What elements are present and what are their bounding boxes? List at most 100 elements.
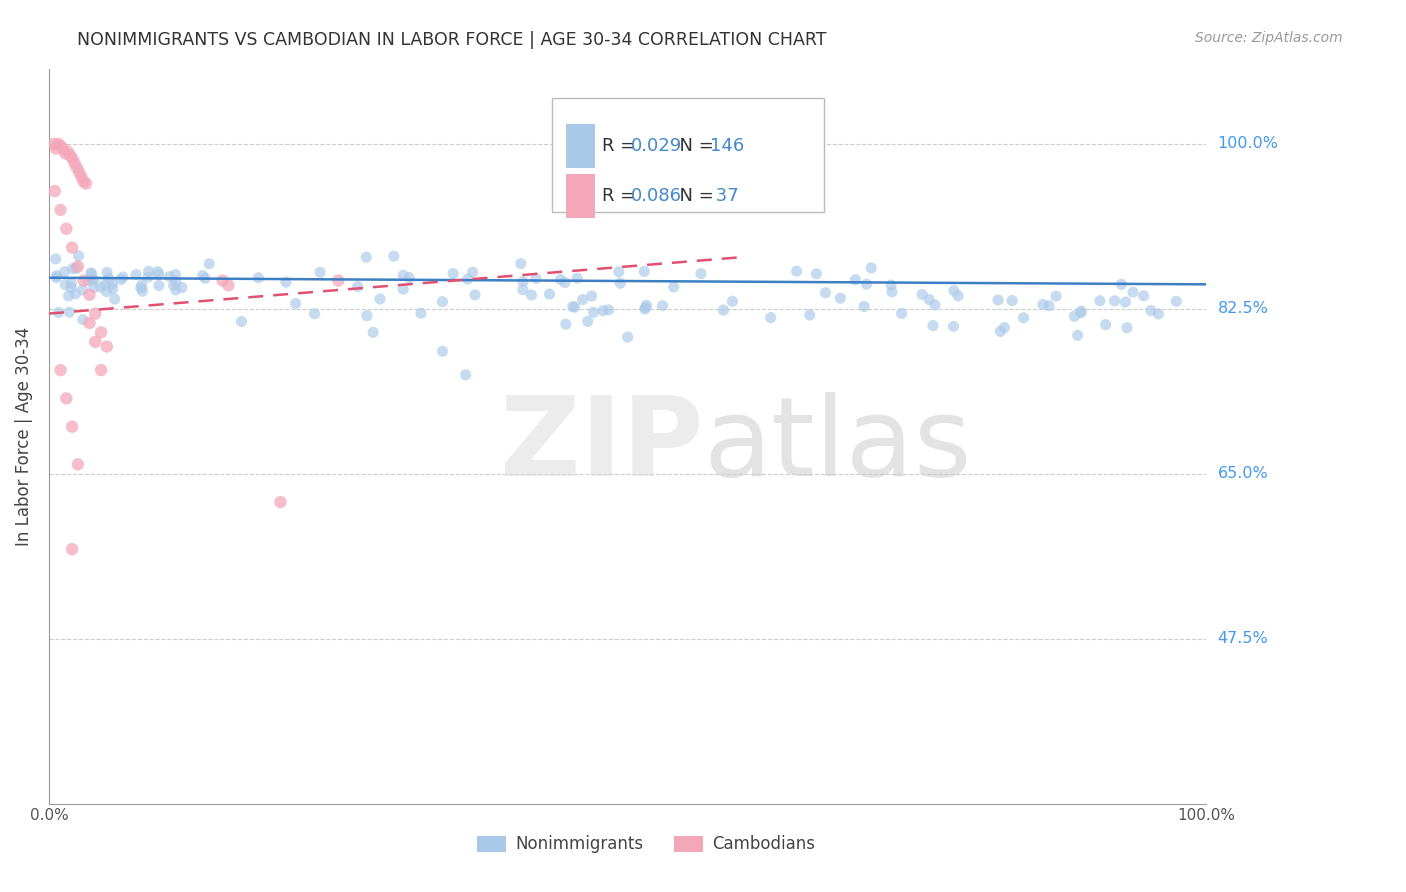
Point <box>616 330 638 344</box>
Point <box>880 278 903 293</box>
Point <box>464 288 486 302</box>
Point <box>432 294 454 309</box>
Point <box>66 161 89 175</box>
Point <box>1088 293 1111 308</box>
Point <box>554 276 576 290</box>
Point <box>170 280 193 294</box>
Point <box>65 261 87 276</box>
Point <box>131 284 153 298</box>
Text: 82.5%: 82.5% <box>1218 301 1268 317</box>
Point <box>392 268 415 283</box>
Point <box>713 303 735 318</box>
Point <box>759 310 782 325</box>
Point <box>346 279 368 293</box>
Point <box>131 278 153 293</box>
Point <box>79 287 101 301</box>
Point <box>690 267 713 281</box>
Text: N =: N = <box>668 187 720 205</box>
Text: R =: R = <box>602 136 641 155</box>
Point <box>42 136 65 151</box>
Point <box>1045 289 1067 303</box>
Point <box>159 269 181 284</box>
Point <box>634 301 657 316</box>
Point <box>786 264 808 278</box>
Point <box>138 264 160 278</box>
Point <box>67 165 90 179</box>
Point <box>799 308 821 322</box>
Text: Cambodians: Cambodians <box>713 835 815 853</box>
Point <box>860 260 883 275</box>
Point <box>1109 277 1132 292</box>
Point <box>247 270 270 285</box>
Point <box>94 277 117 292</box>
Point <box>988 324 1011 338</box>
Point <box>90 326 112 340</box>
Point <box>83 280 105 294</box>
Point <box>96 285 118 299</box>
Point <box>855 277 877 292</box>
Point <box>911 287 934 301</box>
Text: NONIMMIGRANTS VS CAMBODIAN IN LABOR FORCE | AGE 30-34 CORRELATION CHART: NONIMMIGRANTS VS CAMBODIAN IN LABOR FORC… <box>77 31 827 49</box>
Text: 0.029: 0.029 <box>631 136 682 155</box>
Point <box>328 274 350 288</box>
Point <box>101 282 124 296</box>
Point <box>162 278 184 293</box>
Point <box>853 300 876 314</box>
Point <box>211 274 233 288</box>
Point <box>52 142 75 156</box>
Point <box>1070 304 1092 318</box>
Point <box>567 271 589 285</box>
Point <box>524 271 547 285</box>
Point <box>111 270 134 285</box>
Point <box>58 289 80 303</box>
Point <box>461 265 484 279</box>
Point <box>993 320 1015 334</box>
Point <box>890 306 912 320</box>
Point <box>1166 294 1188 309</box>
Point <box>432 344 454 359</box>
Point <box>58 305 80 319</box>
Point <box>1063 310 1085 324</box>
Point <box>942 319 965 334</box>
Point <box>1032 297 1054 311</box>
Point <box>269 495 291 509</box>
Point <box>571 293 593 307</box>
Point <box>1070 306 1092 320</box>
Point <box>592 303 614 318</box>
Point <box>564 300 586 314</box>
Point <box>60 241 83 255</box>
Point <box>924 298 946 312</box>
Point <box>598 302 620 317</box>
Point <box>538 287 561 301</box>
Y-axis label: In Labor Force | Age 30-34: In Labor Force | Age 30-34 <box>15 326 32 546</box>
Point <box>136 270 159 285</box>
Point <box>59 148 82 162</box>
Point <box>101 277 124 291</box>
Point <box>356 309 378 323</box>
Point <box>77 273 100 287</box>
Point <box>284 296 307 310</box>
Point <box>1132 289 1154 303</box>
Point <box>80 266 103 280</box>
Point <box>67 249 90 263</box>
Point <box>942 284 965 298</box>
Point <box>55 221 77 235</box>
Point <box>62 261 84 276</box>
Point <box>392 282 415 296</box>
Point <box>382 249 405 263</box>
Point <box>53 265 76 279</box>
Point <box>96 339 118 353</box>
Point <box>918 293 941 307</box>
Point <box>96 265 118 279</box>
Point <box>1001 293 1024 308</box>
Point <box>60 151 83 165</box>
Point <box>946 289 969 303</box>
Point <box>1038 299 1060 313</box>
Point <box>457 272 479 286</box>
Point <box>90 280 112 294</box>
Point <box>148 278 170 293</box>
Text: Source: ZipAtlas.com: Source: ZipAtlas.com <box>1195 31 1343 45</box>
Point <box>73 274 96 288</box>
Point <box>231 314 253 328</box>
Point <box>368 292 391 306</box>
